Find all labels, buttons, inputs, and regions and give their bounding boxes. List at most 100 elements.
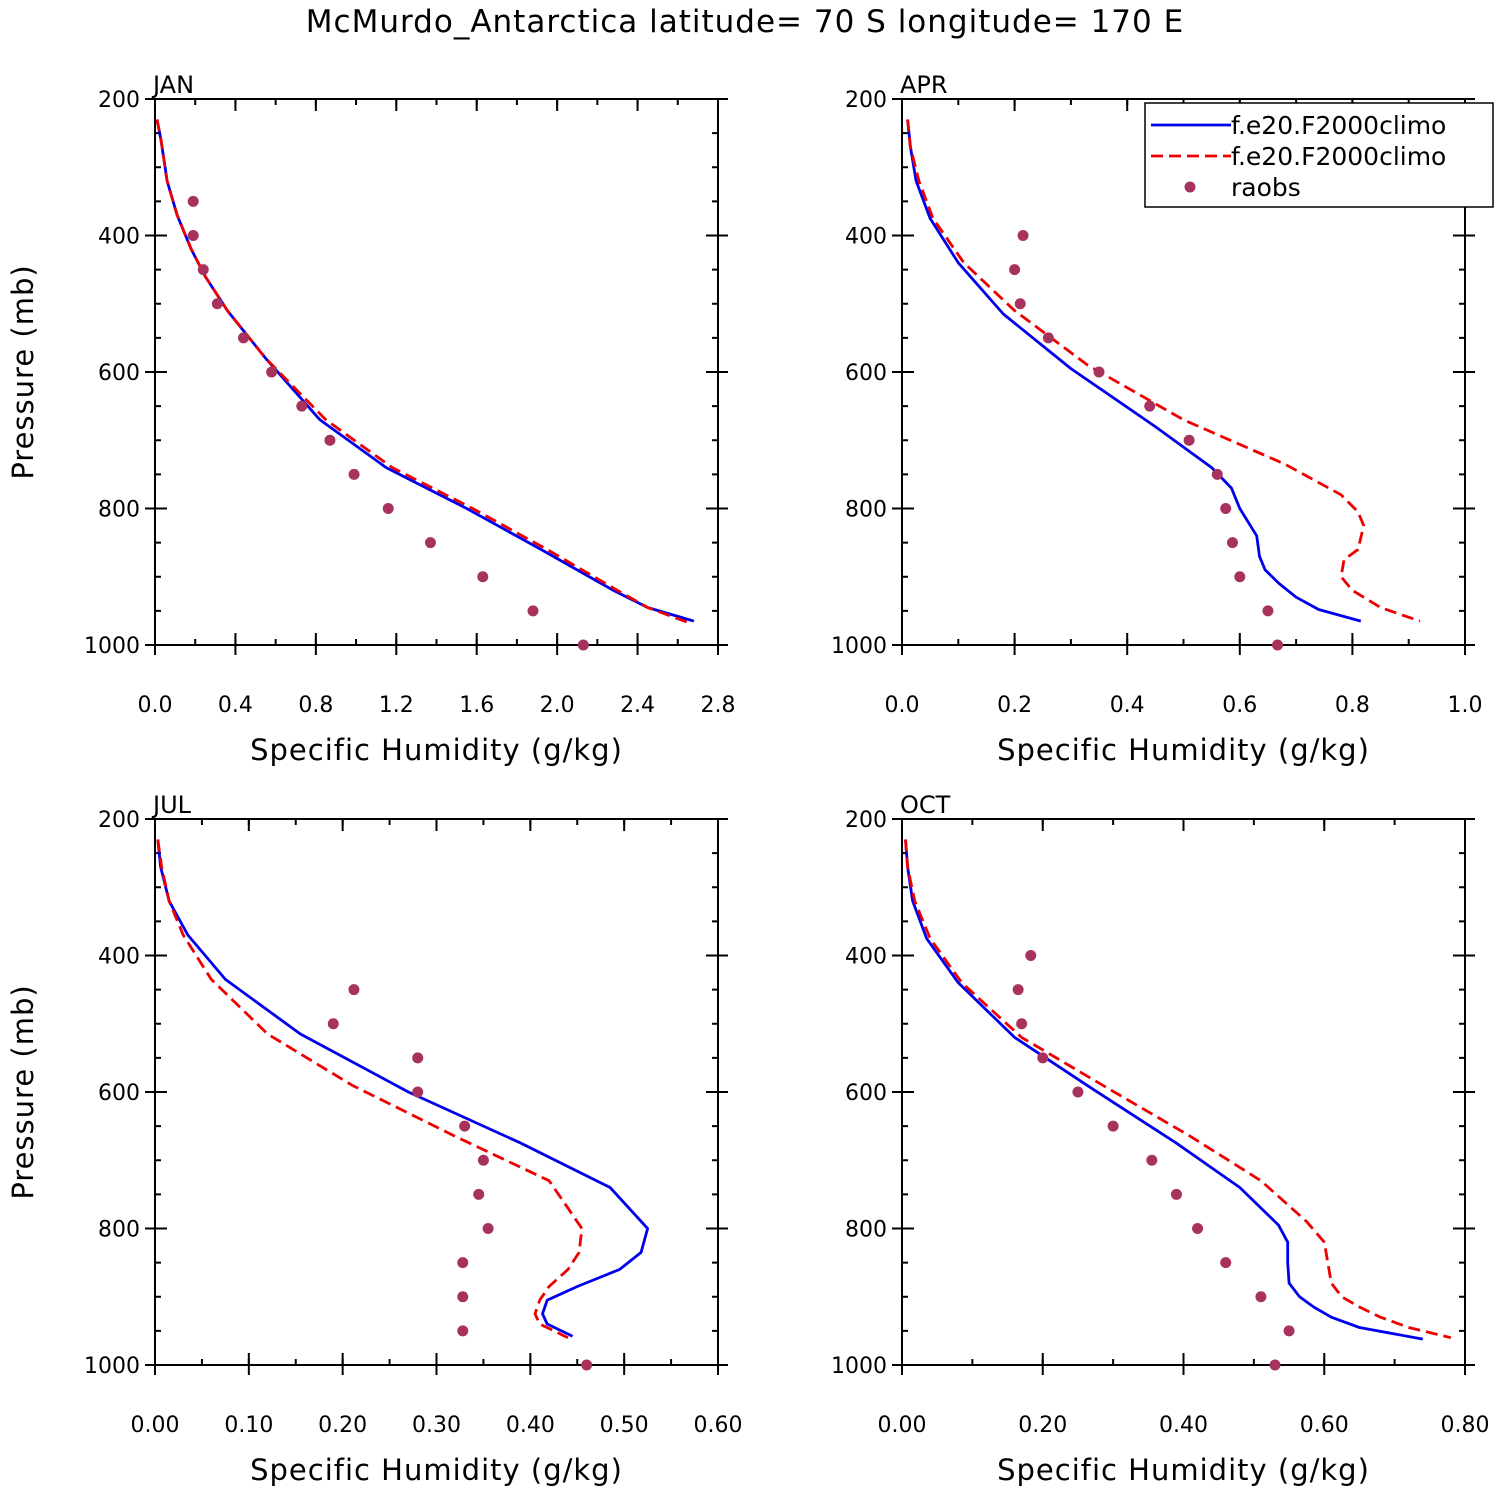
series-dashed-line	[906, 119, 1421, 623]
plot-frame	[154, 818, 719, 1366]
raobs-point	[211, 298, 223, 310]
legend-entry: raobs	[1184, 173, 1301, 202]
legend-marker	[1184, 181, 1196, 193]
raobs-point	[1192, 1223, 1204, 1234]
legend-label: raobs	[1231, 173, 1301, 202]
raobs-point	[1012, 984, 1024, 996]
raobs-point	[382, 503, 394, 514]
series-raobs-points	[327, 984, 593, 1371]
y-tick-label: 200	[845, 808, 887, 833]
raobs-point	[477, 1154, 489, 1166]
series-raobs-points	[1009, 230, 1284, 651]
plot-frame	[901, 818, 1466, 1366]
x-tick-label: 0.4	[1110, 693, 1145, 718]
raobs-point	[412, 1086, 424, 1098]
raobs-point	[581, 1359, 593, 1371]
raobs-point	[187, 195, 199, 207]
y-axis-label: Pressure (mb)	[6, 264, 40, 479]
raobs-point	[457, 1257, 469, 1269]
raobs-point	[1272, 639, 1284, 651]
raobs-point	[324, 434, 336, 446]
x-tick-label: 0.00	[131, 1413, 180, 1438]
raobs-point	[457, 1325, 469, 1337]
series-raobs-points	[1012, 950, 1295, 1371]
y-tick-label: 1000	[831, 1354, 887, 1379]
raobs-point	[327, 1018, 339, 1030]
raobs-point	[1017, 230, 1029, 241]
raobs-point	[1014, 298, 1026, 310]
x-tick-label: 2.0	[540, 693, 575, 718]
raobs-point	[459, 1120, 471, 1132]
tick-marks	[892, 98, 1475, 655]
raobs-point	[348, 468, 360, 480]
x-tick-label: 0.20	[1018, 1413, 1067, 1438]
legend-entry: f.e20.F2000climo	[1151, 111, 1446, 140]
x-tick-label: 0.50	[600, 1413, 649, 1438]
raobs-point	[1072, 1086, 1084, 1098]
x-axis-label: Specific Humidity (g/kg)	[997, 1453, 1370, 1487]
raobs-point	[237, 332, 249, 344]
raobs-point	[266, 366, 278, 378]
panel-label: JUL	[151, 791, 192, 819]
panel-oct: OCT 0.00 0.20 0.40 0.60 0.80 200 400 600 800 1000 S…	[831, 791, 1489, 1487]
raobs-point	[1255, 1291, 1267, 1303]
panel-apr: APR 0.0 0.2 0.4 0.6 0.8 1.0 200 400 600 800 1000 Spe…	[831, 71, 1483, 767]
y-tick-label: 1000	[84, 1354, 140, 1379]
x-axis-label: Specific Humidity (g/kg)	[250, 1453, 623, 1487]
raobs-point	[348, 984, 360, 996]
y-tick-label: 600	[98, 1081, 140, 1106]
y-tick-label: 800	[98, 1218, 140, 1243]
raobs-point	[1220, 1257, 1232, 1269]
y-tick-label: 600	[845, 361, 887, 386]
raobs-point	[473, 1188, 485, 1200]
raobs-point	[424, 537, 436, 549]
x-tick-label: 0.00	[878, 1413, 927, 1438]
raobs-point	[1093, 366, 1105, 378]
raobs-point	[197, 264, 209, 276]
x-tick-label: 2.4	[620, 693, 655, 718]
raobs-point	[1262, 605, 1274, 617]
raobs-point	[1220, 503, 1232, 514]
raobs-point	[477, 571, 489, 583]
x-tick-label: 0.2	[997, 693, 1032, 718]
x-tick-label: 1.6	[459, 693, 494, 718]
y-tick-label: 200	[845, 88, 887, 113]
main-title: McMurdo_Antarctica latitude= 70 S longit…	[306, 4, 1184, 40]
y-tick-label: 800	[845, 498, 887, 523]
raobs-point	[1183, 434, 1195, 446]
raobs-point	[1211, 468, 1223, 480]
raobs-point	[1009, 264, 1021, 276]
raobs-point	[1283, 1325, 1295, 1337]
series-solid-line	[155, 119, 695, 623]
y-tick-label: 600	[845, 1081, 887, 1106]
x-tick-label: 1.2	[379, 693, 414, 718]
raobs-point	[1107, 1120, 1119, 1132]
raobs-point	[1269, 1359, 1281, 1371]
x-tick-label: 1.0	[1448, 693, 1483, 718]
raobs-point	[296, 400, 308, 412]
series-dashed-line	[904, 839, 1452, 1340]
y-tick-label: 400	[98, 225, 140, 250]
series-raobs-points	[187, 195, 589, 651]
x-tick-label: 0.40	[1159, 1413, 1208, 1438]
y-tick-label: 200	[98, 808, 140, 833]
panel-label: OCT	[900, 791, 951, 819]
y-tick-label: 200	[98, 88, 140, 113]
x-tick-label: 0.0	[138, 693, 173, 718]
x-tick-label: 0.6	[1222, 693, 1257, 718]
y-tick-label: 800	[845, 1218, 887, 1243]
raobs-point	[1170, 1188, 1182, 1200]
raobs-point	[577, 639, 589, 651]
y-tick-label: 400	[845, 225, 887, 250]
legend-label: f.e20.F2000climo	[1231, 142, 1446, 171]
y-tick-label: 800	[98, 498, 140, 523]
x-tick-label: 0.40	[506, 1413, 555, 1438]
tick-marks	[892, 818, 1475, 1375]
y-tick-label: 600	[98, 361, 140, 386]
raobs-point	[1016, 1018, 1028, 1030]
x-tick-label: 0.0	[885, 693, 920, 718]
raobs-point	[187, 230, 199, 241]
x-tick-label: 2.8	[701, 693, 736, 718]
